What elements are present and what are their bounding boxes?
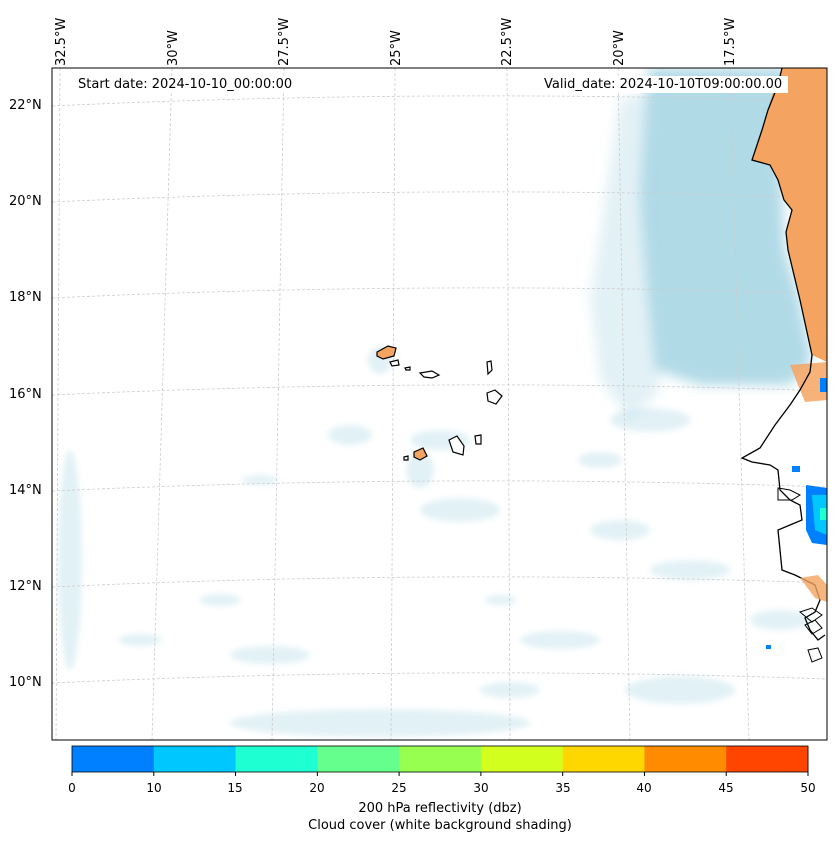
- colorbar-segment: [72, 746, 155, 772]
- colorbar: [72, 746, 809, 772]
- colorbar-segment: [726, 746, 809, 772]
- lon-label-30w: 30°W: [166, 30, 181, 66]
- reflectivity-cell: [792, 466, 800, 472]
- colorbar-tick-label: 0: [68, 781, 76, 795]
- coastline-bissagos: [798, 607, 823, 663]
- colorbar-tick-label: 40: [636, 781, 652, 795]
- colorbar-tick-label: 25: [391, 781, 407, 795]
- map-frame: [51, 67, 828, 741]
- reflectivity-cell: [766, 645, 771, 649]
- cloud-cover-light: [58, 346, 810, 737]
- reflectivity-cell: [812, 495, 827, 535]
- cape-verde-islands: [376, 345, 503, 461]
- colorbar-segment: [153, 746, 237, 772]
- lon-label-22-5w: 22.5°W: [500, 17, 515, 66]
- island-sao-nicolau: [418, 370, 441, 379]
- island-brava: [403, 455, 409, 461]
- lon-label-27-5w: 27.5°W: [277, 17, 292, 66]
- colorbar-tick-label: 35: [555, 781, 571, 795]
- reflectivity-cells: [766, 378, 827, 649]
- start-date-label: Start date: 2024-10-10_00:00:00: [72, 76, 299, 93]
- land-senegal-north: [790, 362, 827, 402]
- land-mauritania: [752, 68, 827, 362]
- colorbar-label: 200 hPa reflectivity (dbz): [358, 801, 522, 816]
- island-fogo: [413, 447, 428, 461]
- lat-label-12n: 12°N: [9, 579, 42, 594]
- lon-label-25w: 25°W: [389, 30, 404, 66]
- colorbar-tick-label: 50: [800, 781, 816, 795]
- reflectivity-cell: [820, 378, 827, 392]
- valid-date-label: Valid_date: 2024-10-10T09:00:00.00: [538, 76, 789, 93]
- reflectivity-cell: [820, 508, 827, 520]
- colorbar-tick-label: 30: [473, 781, 489, 795]
- island-santiago: [448, 435, 465, 456]
- colorbar-segment: [317, 746, 400, 772]
- lat-label-18n: 18°N: [9, 290, 42, 305]
- colorbar-tick-label: 20: [309, 781, 325, 795]
- island-boa-vista: [486, 389, 503, 405]
- lat-label-14n: 14°N: [9, 483, 42, 498]
- land-guinea-bissau-orange: [800, 575, 827, 602]
- lon-label-20w: 20°W: [612, 30, 627, 66]
- graticule: [52, 68, 827, 740]
- colorbar-frame: [71, 745, 809, 773]
- lat-label-16n: 16°N: [9, 387, 42, 402]
- lon-label-32-5w: 32.5°W: [54, 17, 69, 66]
- island-santa-luzia: [404, 366, 411, 371]
- island-sao-vicente: [389, 359, 400, 367]
- coastline-gambia-river: [777, 487, 802, 501]
- island-maio: [474, 434, 482, 445]
- lon-label-17-5w: 17.5°W: [723, 17, 738, 66]
- colorbar-segment: [399, 746, 482, 772]
- island-santo-antao: [376, 345, 397, 360]
- colorbar-tick-label: 45: [718, 781, 734, 795]
- colorbar-segment: [235, 746, 318, 772]
- colorbar-segment: [480, 746, 564, 772]
- colorbar-segment: [562, 746, 645, 772]
- colorbar-tick-label: 10: [146, 781, 162, 795]
- island-sal: [486, 360, 493, 376]
- lat-label-20n: 20°N: [9, 194, 42, 209]
- colorbar-ticks: [71, 772, 809, 776]
- colorbar-segment: [644, 746, 727, 772]
- lat-label-22n: 22°N: [9, 98, 42, 113]
- colorbar-sublabel: Cloud cover (white background shading): [308, 818, 572, 833]
- lat-label-10n: 10°N: [9, 675, 42, 690]
- colorbar-tick-label: 15: [227, 781, 243, 795]
